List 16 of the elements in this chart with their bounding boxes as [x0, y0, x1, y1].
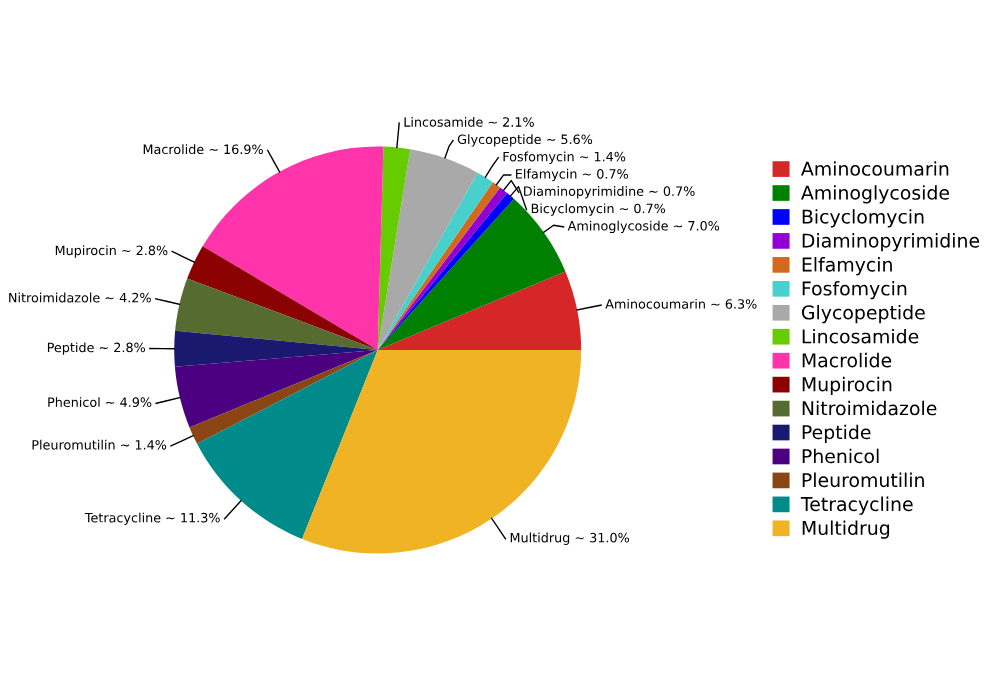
legend-label: Nitroimidazole: [802, 400, 937, 416]
legend-label: Multidrug: [802, 520, 890, 539]
legend-label: Peptide: [802, 424, 871, 443]
legend-label: Fosfomycin: [802, 280, 907, 300]
legend-label: Mupirocin: [802, 376, 892, 396]
legend-label: Tetracycline: [800, 496, 913, 515]
legend-label: Bicyclomycin: [802, 209, 924, 228]
legend-label: Glycopeptide: [801, 304, 925, 324]
legend-label: Diaminopyrimidine: [802, 233, 980, 252]
legend-label: Aminoglycoside: [801, 185, 950, 204]
legend-label: Aminocoumarin: [801, 161, 949, 176]
legend-label: Pleuromutilin: [802, 472, 924, 488]
legend-label: Lincosamide: [802, 328, 919, 344]
legend-label: Elfamycin: [802, 257, 892, 276]
legend-label: Macrolide: [802, 352, 892, 368]
legend-label: Phenicol: [802, 448, 879, 464]
